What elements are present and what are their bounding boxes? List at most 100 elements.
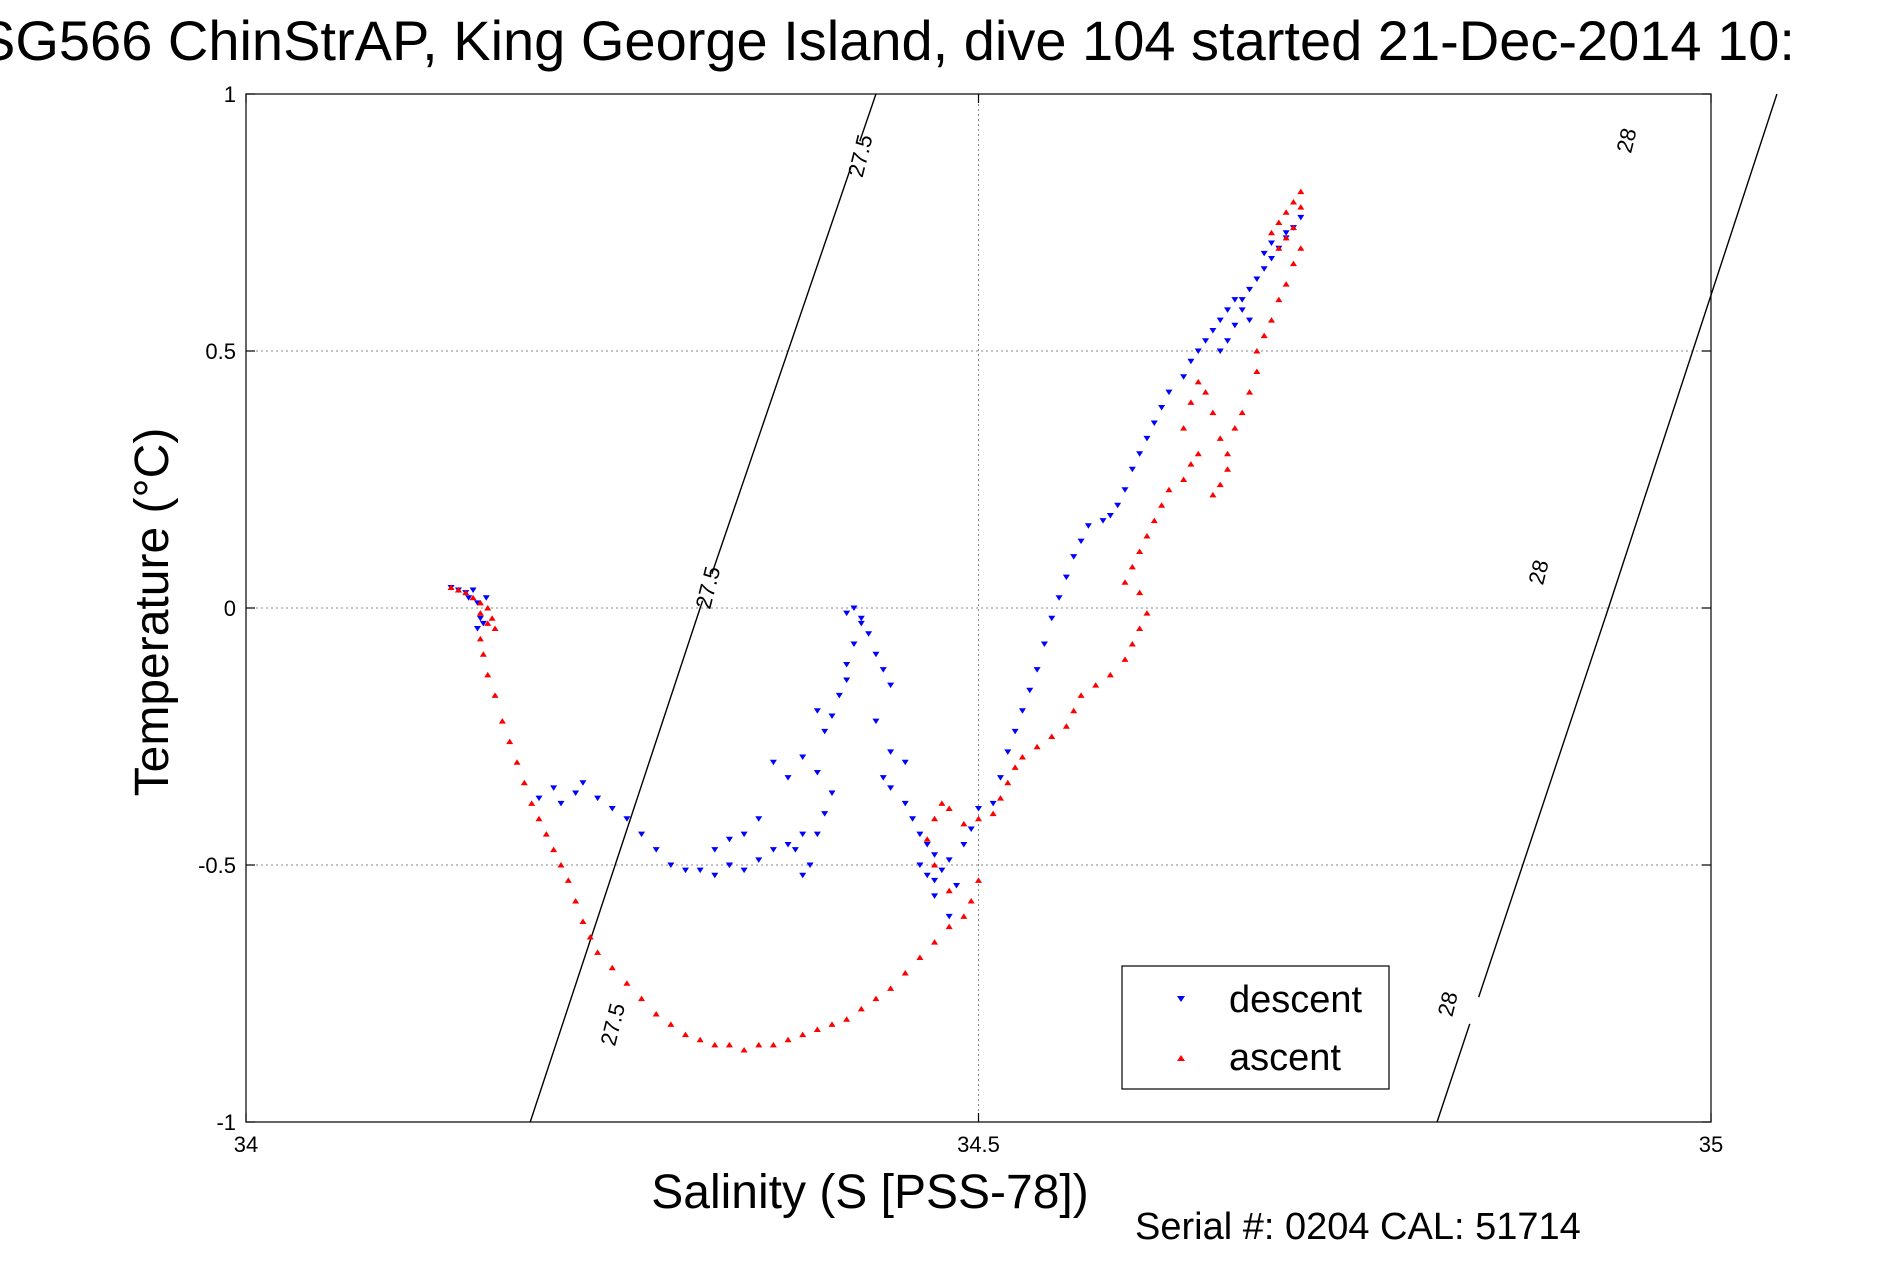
ascent-point [491,625,499,632]
descent-point [1018,708,1026,714]
density-contour-line [1436,93,1778,1123]
descent-point [1246,317,1254,324]
descent-point [1011,728,1019,735]
descent-point [1224,307,1232,313]
ascent-point [945,923,953,930]
ascent-point [916,954,924,961]
ascent-series [447,188,1305,1053]
ascent-point [813,1026,821,1032]
descent-point [821,728,829,735]
ascent-point [843,1016,851,1022]
descent-point [482,595,490,601]
ascent-point [454,587,462,593]
ascent-point [1018,754,1026,760]
ascent-point [572,897,580,904]
x-axis-ticks: 34 34.5 35 [234,94,1723,1157]
descent-point [594,795,602,802]
contour-label: 28 [1611,125,1641,155]
descent-point [1070,554,1078,560]
descent-point [784,841,792,848]
ascent-point [1260,332,1268,339]
contour-label: 28 [1524,557,1554,587]
descent-point [865,631,873,637]
descent-point [1202,338,1210,344]
ascent-point [652,1011,660,1017]
ascent-point [887,985,895,991]
ascent-point [1165,486,1173,493]
descent-point [931,877,939,884]
descent-point [1128,466,1136,473]
ascent-point [1216,481,1224,488]
ascent-point [975,877,982,883]
ascent-point [945,805,953,811]
descent-point [850,641,858,647]
ascent-point [579,918,587,925]
ascent-point [784,1036,792,1043]
ascent-point [491,692,499,698]
ascent-point [1289,224,1297,231]
descent-point [916,862,924,868]
descent-point [557,800,565,807]
descent-point [1224,338,1232,344]
descent-point [1194,348,1202,354]
ascent-point [1209,491,1217,498]
ascent-point [608,964,616,971]
ascent-point [1275,245,1283,251]
descent-point [1282,230,1290,236]
ascent-point [506,738,514,745]
ascent-point [938,800,946,806]
y-tick-label: 0 [224,596,236,621]
ascent-point [1275,219,1283,225]
ascent-point [484,605,492,611]
descent-point [1180,374,1188,380]
descent-point [872,718,880,725]
ascent-point [960,913,968,919]
descent-point [879,667,887,673]
descent-point [821,811,829,817]
descent-point [535,795,543,802]
ascent-point [1136,548,1144,554]
descent-point [843,677,851,683]
descent-point [887,682,895,689]
x-tick-label: 34.5 [957,1132,1000,1157]
ascent-point [1253,348,1261,354]
contour-label: 28 [1433,989,1463,1019]
descent-point [755,857,763,863]
y-axis-label: Temperature (°C) [126,428,179,797]
descent-point [938,867,946,874]
descent-point [901,759,909,766]
descent-point [479,620,487,627]
descent-point [667,862,675,868]
descent-point [1004,749,1012,755]
ascent-point [1224,466,1232,472]
descent-point [799,754,807,761]
descent-point [1033,667,1041,673]
x-tick-label: 35 [1699,1132,1723,1157]
ascent-point [564,877,572,883]
descent-point [682,867,689,874]
ascent-point [1224,450,1232,457]
descent-point [1260,250,1268,257]
ascent-point [1048,733,1056,739]
ascent-point [586,933,594,940]
ascent-point [1158,502,1166,508]
ascent-point [1253,368,1261,375]
descent-point [923,872,931,879]
descent-point [828,713,836,719]
descent-point [1231,297,1239,303]
ascent-point [1297,204,1305,210]
descent-point [813,831,821,838]
ascent-point [542,831,550,837]
descent-point [887,785,895,791]
grid [246,94,1711,1122]
descent-point [769,847,777,853]
ascent-point [975,815,982,822]
ascent-point [1268,229,1275,236]
ascent-point [1136,589,1144,596]
ascent-point [1143,533,1151,539]
descent-point [711,847,719,853]
contour-label-bg [827,134,893,177]
ascent-point [682,1031,689,1038]
ascent-point [498,718,506,724]
y-tick-label: 1 [224,82,236,107]
